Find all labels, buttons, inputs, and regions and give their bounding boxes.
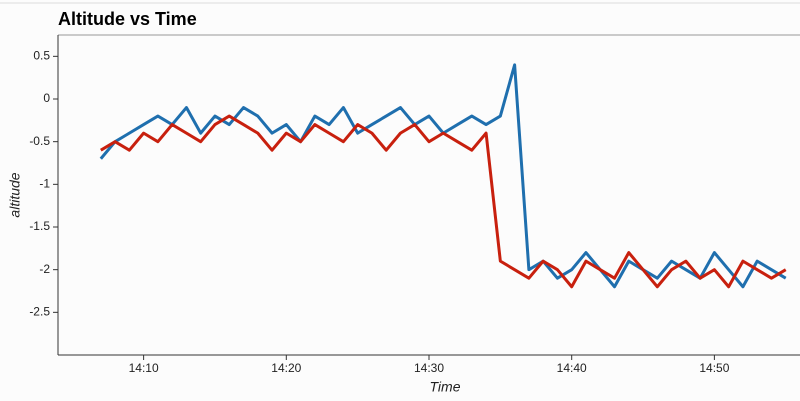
x-tick-label: 14:10 — [129, 361, 159, 375]
y-axis-label: altitude — [7, 172, 23, 217]
x-tick-label: 14:20 — [271, 361, 301, 375]
y-tick-label: -0.5 — [29, 134, 50, 148]
y-tick-label: -1.5 — [29, 219, 50, 233]
chart-title: Altitude vs Time — [58, 9, 197, 29]
y-tick-label: 0.5 — [33, 49, 50, 63]
x-axis-label: Time — [430, 379, 461, 395]
series-line — [100, 114, 787, 289]
y-tick-label: -1 — [39, 177, 50, 191]
y-tick-label: -2.5 — [29, 305, 50, 319]
y-tick-label: -2 — [39, 262, 50, 276]
y-tick-label: 0 — [43, 91, 50, 105]
x-tick-label: 14:30 — [414, 361, 444, 375]
x-tick-label: 14:40 — [557, 361, 587, 375]
x-tick-label: 14:50 — [699, 361, 729, 375]
